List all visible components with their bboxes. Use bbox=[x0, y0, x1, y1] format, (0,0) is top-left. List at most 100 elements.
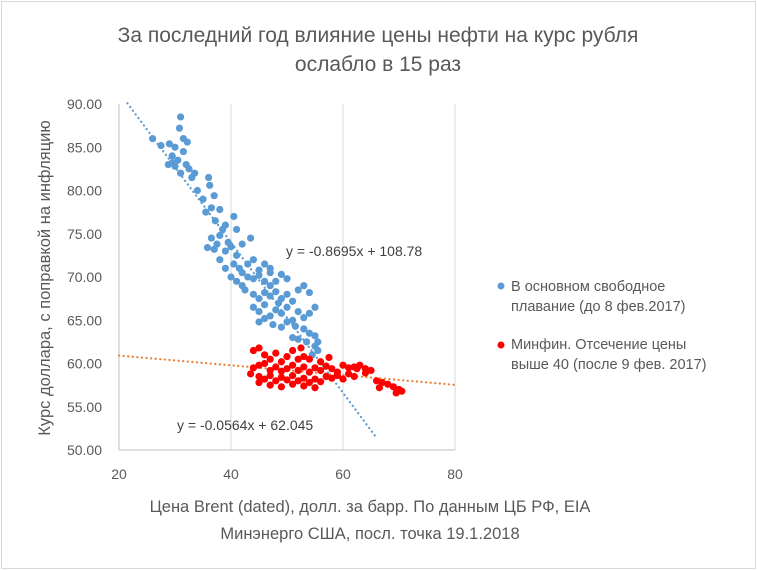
data-point-series-2 bbox=[322, 372, 330, 381]
data-point-series-2 bbox=[266, 366, 274, 375]
data-point-series-1 bbox=[221, 247, 229, 255]
data-point-series-1 bbox=[291, 322, 299, 330]
data-point-series-1 bbox=[244, 273, 252, 281]
data-point-series-1 bbox=[183, 138, 191, 146]
y-tick-label: 60.00 bbox=[67, 356, 102, 372]
data-point-series-1 bbox=[303, 338, 311, 346]
data-point-series-1 bbox=[177, 169, 185, 177]
data-point-series-2 bbox=[247, 370, 255, 378]
data-point-series-2 bbox=[300, 374, 308, 382]
data-point-series-2 bbox=[277, 383, 285, 391]
data-point-series-1 bbox=[206, 181, 214, 189]
x-axis-title-line-1: Цена Brent (dated), долл. за барр. По да… bbox=[150, 498, 591, 516]
gridlines bbox=[118, 104, 456, 451]
data-point-series-1 bbox=[227, 243, 235, 251]
data-point-series-2 bbox=[283, 365, 291, 373]
data-point-series-1 bbox=[216, 231, 224, 240]
data-point-series-2 bbox=[289, 361, 297, 369]
data-point-series-1 bbox=[283, 303, 291, 311]
data-point-series-1 bbox=[205, 173, 213, 182]
data-point-series-1 bbox=[277, 270, 285, 279]
data-point-series-1 bbox=[233, 277, 241, 285]
data-point-series-1 bbox=[179, 147, 187, 156]
data-point-series-1 bbox=[216, 205, 224, 214]
data-point-series-2 bbox=[325, 353, 333, 362]
data-point-series-2 bbox=[289, 380, 297, 388]
data-point-series-2 bbox=[392, 389, 400, 397]
data-point-series-1 bbox=[247, 234, 255, 242]
y-tick-label: 75.00 bbox=[67, 226, 102, 242]
data-point-series-1 bbox=[305, 309, 313, 317]
data-point-series-2 bbox=[255, 372, 263, 381]
data-point-series-2 bbox=[350, 372, 358, 381]
data-point-series-1 bbox=[311, 332, 319, 340]
data-point-series-1 bbox=[255, 308, 263, 316]
data-point-series-2 bbox=[283, 376, 291, 384]
data-point-series-1 bbox=[221, 221, 229, 229]
data-point-series-1 bbox=[157, 141, 165, 150]
data-point-series-1 bbox=[314, 346, 322, 355]
data-point-series-1 bbox=[210, 192, 218, 200]
data-point-series-2 bbox=[311, 384, 319, 392]
data-point-series-1 bbox=[233, 251, 241, 259]
data-point-series-2 bbox=[311, 375, 319, 383]
data-point-series-1 bbox=[261, 277, 269, 285]
x-tick-label: 40 bbox=[223, 466, 239, 482]
data-point-series-1 bbox=[207, 204, 215, 212]
data-point-series-1 bbox=[230, 260, 238, 268]
data-point-series-2 bbox=[272, 363, 280, 371]
data-point-series-2 bbox=[277, 373, 285, 381]
data-point-series-1 bbox=[199, 195, 207, 203]
data-point-series-2 bbox=[266, 381, 274, 389]
x-tick-label: 80 bbox=[447, 466, 463, 482]
data-point-series-2 bbox=[305, 378, 313, 387]
legend-marker-series-1 bbox=[497, 282, 505, 290]
data-point-series-2 bbox=[289, 372, 297, 380]
data-point-series-2 bbox=[300, 352, 308, 361]
data-point-series-1 bbox=[305, 288, 313, 297]
data-point-series-1 bbox=[211, 217, 219, 225]
data-point-series-1 bbox=[238, 282, 246, 290]
data-point-series-1 bbox=[249, 275, 257, 283]
data-point-series-1 bbox=[244, 260, 252, 268]
data-point-series-2 bbox=[328, 374, 336, 382]
data-point-series-1 bbox=[300, 314, 308, 322]
x-tick-label: 20 bbox=[111, 466, 127, 482]
data-point-series-2 bbox=[333, 372, 341, 380]
data-point-series-1 bbox=[272, 306, 280, 314]
y-tick-label: 70.00 bbox=[67, 269, 102, 285]
data-point-series-1 bbox=[233, 225, 241, 234]
data-point-series-1 bbox=[289, 316, 297, 324]
data-point-series-1 bbox=[294, 335, 302, 343]
data-point-series-2 bbox=[373, 377, 381, 385]
data-points bbox=[149, 113, 406, 397]
data-point-series-1 bbox=[249, 256, 257, 264]
data-point-series-2 bbox=[255, 361, 263, 369]
data-point-series-1 bbox=[269, 320, 277, 329]
data-point-series-2 bbox=[353, 365, 361, 373]
data-point-series-2 bbox=[249, 346, 257, 355]
data-point-series-1 bbox=[255, 295, 263, 303]
y-axis-title: Курс доллара, с поправкой на инфляцию bbox=[36, 120, 54, 435]
data-point-series-2 bbox=[261, 351, 269, 359]
data-point-series-1 bbox=[289, 333, 297, 342]
data-point-series-1 bbox=[283, 318, 291, 326]
data-point-series-1 bbox=[255, 271, 263, 279]
data-point-series-1 bbox=[168, 152, 176, 160]
x-axis-title-line-2: Минэнерго США, посл. точка 19.1.2018 bbox=[220, 525, 519, 543]
y-tick-label: 55.00 bbox=[67, 399, 102, 415]
data-point-series-2 bbox=[261, 359, 269, 368]
data-point-series-1 bbox=[314, 338, 322, 346]
data-point-series-1 bbox=[261, 301, 269, 309]
legend-label-series-2-line-1: Минфин. Отсечение цены bbox=[511, 337, 686, 353]
legend-label-series-2-line-2: выше 40 (после 9 фев. 2017) bbox=[511, 357, 707, 373]
data-point-series-1 bbox=[272, 288, 280, 296]
data-point-series-2 bbox=[345, 364, 353, 372]
data-point-series-2 bbox=[339, 361, 347, 369]
data-point-series-1 bbox=[238, 240, 246, 248]
legend-label-series-1-line-2: плавание (до 8 фев.2017) bbox=[511, 299, 685, 315]
data-point-series-2 bbox=[322, 362, 330, 370]
data-point-series-1 bbox=[175, 124, 184, 132]
